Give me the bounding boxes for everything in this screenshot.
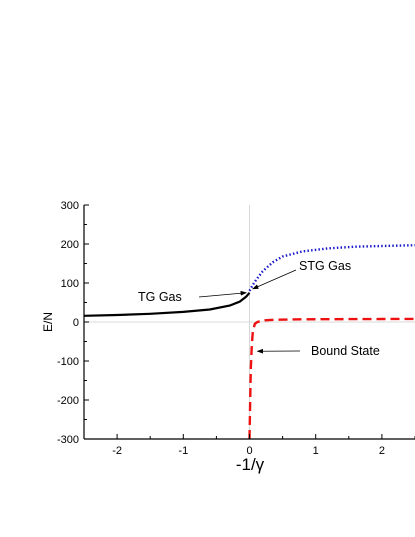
x-tick-label: -2 xyxy=(112,445,122,457)
annotation-label-tg-gas: TG Gas xyxy=(138,290,182,304)
annotations: TG Gas STG Gas Bound State xyxy=(138,259,380,358)
y-tick-label: 200 xyxy=(61,239,79,251)
annotation-arrow xyxy=(198,290,247,298)
series-layer xyxy=(83,244,415,440)
y-axis-label: E/N xyxy=(41,312,55,332)
y-tick-label: -300 xyxy=(57,434,79,446)
series-line-bound-state xyxy=(248,317,415,440)
reference-lines xyxy=(84,205,415,439)
annotation-label-bound-state: Bound State xyxy=(311,344,380,358)
x-tick-label: 1 xyxy=(313,445,319,457)
annotation-label-stg-gas: STG Gas xyxy=(299,259,351,273)
series-line-stg-gas xyxy=(248,244,415,292)
x-tick-label: 2 xyxy=(379,445,385,457)
y-tick-label: 300 xyxy=(61,200,79,212)
y-tick-label: 0 xyxy=(73,317,79,329)
ticks: 300 200 100 0 -100 -200 -300 -2 -1 0 1 2 xyxy=(57,200,415,457)
x-tick-label: 0 xyxy=(246,445,252,457)
y-tick-label: -200 xyxy=(57,395,79,407)
y-tick-label: -100 xyxy=(57,356,79,368)
annotation-arrow xyxy=(252,269,297,290)
y-tick-label: 100 xyxy=(61,278,79,290)
x-axis-label: -1/γ xyxy=(236,455,265,474)
x-tick-label: -1 xyxy=(178,445,188,457)
series-line-tg-gas xyxy=(83,292,251,317)
